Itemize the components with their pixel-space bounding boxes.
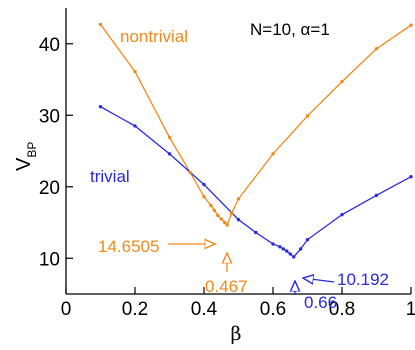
annotation-trivial-min-value: 10.192 [337, 270, 389, 289]
data-point-nontrivial [236, 197, 241, 201]
series-line-trivial [100, 106, 412, 258]
data-point-nontrivial [209, 203, 213, 208]
y-axis-label: VBP [13, 142, 39, 171]
data-point-trivial [340, 212, 344, 217]
data-point-nontrivial [223, 220, 227, 225]
data-point-trivial [133, 124, 137, 128]
data-point-nontrivial [340, 79, 344, 84]
data-point-nontrivial [188, 170, 192, 175]
x-tick-label: 0.6 [260, 299, 286, 320]
data-point-trivial [281, 247, 286, 251]
data-point-trivial [298, 247, 303, 251]
y-tick-label: 20 [39, 178, 60, 199]
data-point-nontrivial [202, 195, 206, 199]
data-point-trivial [409, 175, 413, 179]
annotation-trivial-min-beta: 0.66 [304, 293, 337, 312]
y-axis-label-subscript: BP [25, 142, 39, 158]
y-tick-label: 40 [39, 35, 60, 56]
y-tick-label: 30 [39, 106, 60, 127]
x-axis-label: β [231, 323, 242, 345]
params-label: N=10, α=1 [250, 20, 330, 39]
data-point-trivial [305, 237, 310, 242]
data-point-trivial [285, 249, 289, 253]
data-point-trivial [98, 104, 103, 109]
y-tick-label: 10 [39, 249, 60, 270]
data-point-trivial [254, 230, 258, 235]
data-point-nontrivial [409, 23, 413, 27]
data-point-trivial [374, 193, 379, 198]
data-point-trivial [167, 152, 172, 156]
x-tick-label: 0 [61, 299, 72, 320]
data-point-nontrivial [305, 114, 310, 118]
data-point-nontrivial [216, 213, 220, 218]
data-point-trivial [236, 217, 241, 222]
data-point-nontrivial [219, 217, 223, 221]
series-label-nontrivial: nontrivial [120, 27, 188, 46]
x-tick-label: 1 [406, 299, 415, 320]
data-point-trivial [278, 245, 282, 249]
series-line-nontrivial [99, 24, 412, 227]
arrow-trivial-min-value [303, 278, 335, 282]
data-point-trivial [271, 242, 275, 246]
x-tick-label: 0.8 [329, 299, 355, 320]
data-point-nontrivial [374, 47, 379, 51]
annotation-nontrivial-min-beta: 0.467 [205, 277, 248, 296]
data-point-nontrivial [271, 152, 275, 156]
data-point-trivial [292, 255, 296, 259]
data-point-nontrivial [98, 22, 103, 27]
x-tick-label: 0.4 [191, 299, 218, 320]
data-point-nontrivial [167, 135, 172, 140]
data-point-nontrivial [225, 223, 229, 227]
data-point-trivial [202, 182, 206, 187]
x-tick-label: 0.2 [122, 299, 148, 320]
data-point-nontrivial [212, 208, 217, 213]
data-point-nontrivial [229, 211, 234, 215]
data-point-nontrivial [133, 69, 137, 74]
data-point-trivial [288, 252, 292, 256]
annotation-nontrivial-min-value: 14.6505 [98, 237, 159, 256]
series-label-trivial: trivial [90, 167, 130, 186]
